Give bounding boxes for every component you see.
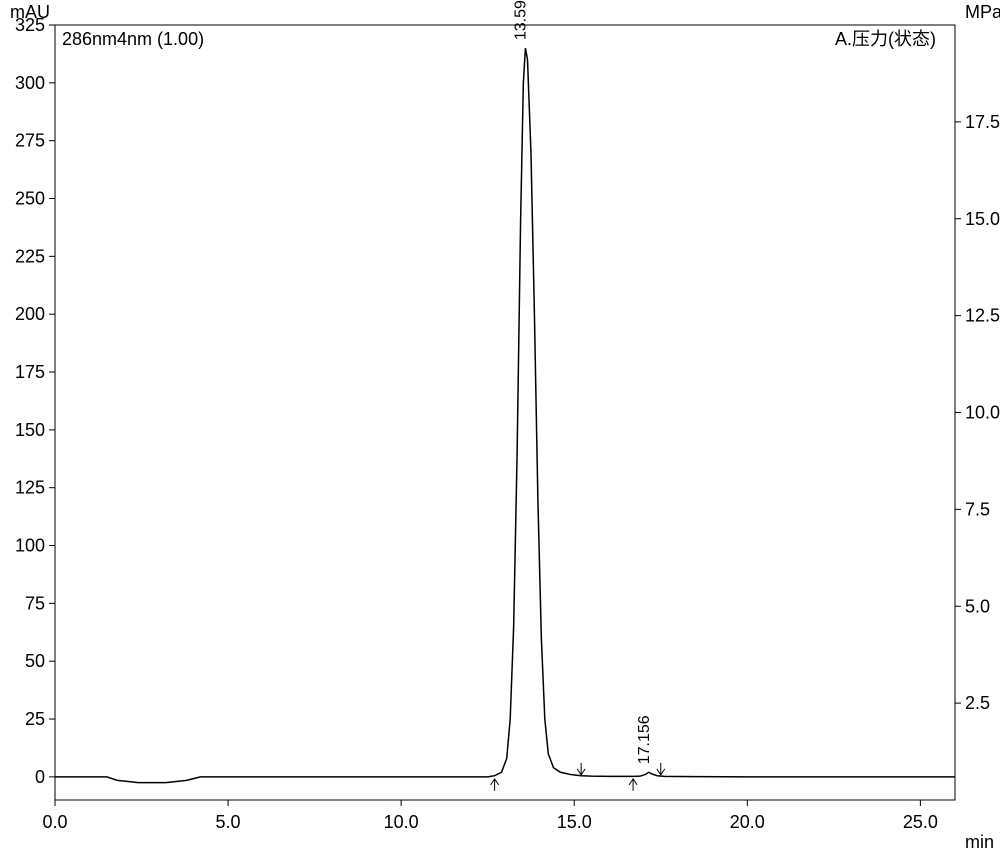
integration-start-marker	[629, 779, 637, 791]
wavelength-annotation: 286nm4nm (1.00)	[62, 29, 204, 49]
chart-svg: 0255075100125150175200225250275300325mAU…	[0, 0, 1000, 862]
y-left-tick-label: 25	[25, 709, 45, 729]
chromatogram-chart: 0255075100125150175200225250275300325mAU…	[0, 0, 1000, 862]
y-left-tick-label: 175	[15, 362, 45, 382]
y-left-tick-label: 300	[15, 73, 45, 93]
y-right-title: MPa	[965, 2, 1000, 22]
y-left-tick-label: 200	[15, 304, 45, 324]
y-right-tick-label: 2.5	[965, 693, 990, 713]
y-left-tick-label: 150	[15, 420, 45, 440]
integration-end-marker	[657, 763, 665, 775]
x-tick-label: 20.0	[730, 812, 765, 832]
y-left-title: mAU	[10, 2, 50, 22]
y-left-tick-label: 100	[15, 536, 45, 556]
x-tick-label: 10.0	[384, 812, 419, 832]
peak-label: 17.156	[636, 715, 653, 764]
y-left-tick-label: 0	[35, 767, 45, 787]
y-right-tick-label: 5.0	[965, 596, 990, 616]
x-title: min	[965, 832, 994, 852]
y-right-tick-label: 17.5	[965, 112, 1000, 132]
chromatogram-trace	[55, 48, 955, 783]
y-left-tick-label: 250	[15, 189, 45, 209]
y-left-tick-label: 125	[15, 478, 45, 498]
y-left-tick-label: 50	[25, 651, 45, 671]
y-right-tick-label: 7.5	[965, 499, 990, 519]
y-left-tick-label: 75	[25, 593, 45, 613]
x-tick-label: 5.0	[216, 812, 241, 832]
integration-start-marker	[491, 779, 499, 791]
y-right-tick-label: 10.0	[965, 403, 1000, 423]
plot-border	[55, 25, 955, 800]
x-tick-label: 15.0	[557, 812, 592, 832]
pressure-annotation: A.压力(状态)	[835, 29, 936, 49]
x-tick-label: 0.0	[42, 812, 67, 832]
x-tick-label: 25.0	[903, 812, 938, 832]
integration-end-marker	[577, 763, 585, 775]
y-right-tick-label: 12.5	[965, 306, 1000, 326]
y-left-tick-label: 275	[15, 131, 45, 151]
peak-label: 13.592	[512, 0, 529, 40]
y-right-tick-label: 15.0	[965, 209, 1000, 229]
y-left-tick-label: 225	[15, 246, 45, 266]
